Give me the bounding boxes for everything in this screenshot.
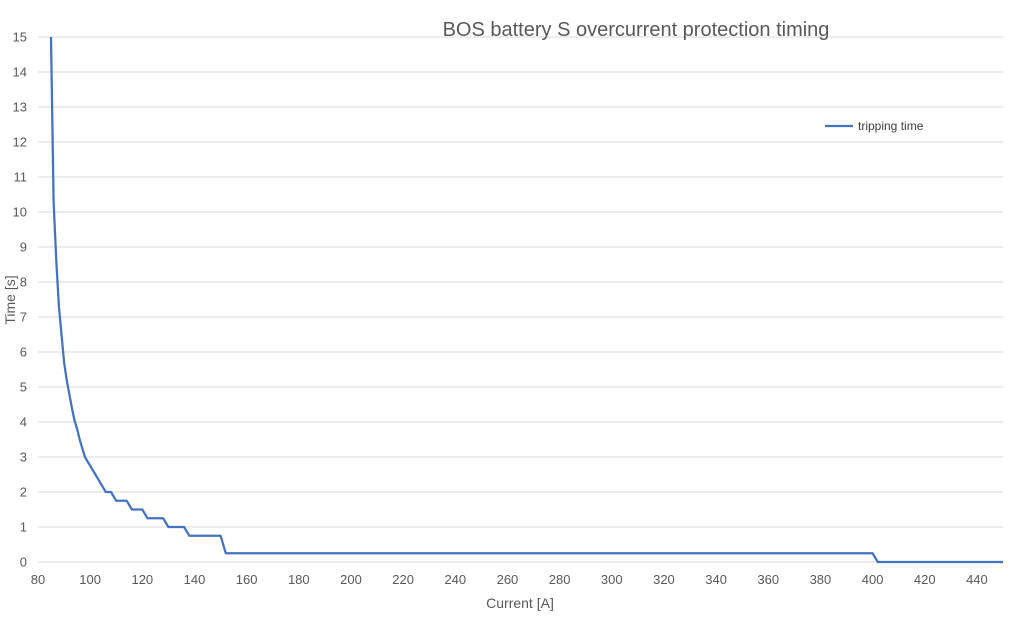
x-tick-label: 420	[914, 572, 936, 587]
x-tick-label: 240	[444, 572, 466, 587]
x-tick-label: 220	[392, 572, 414, 587]
y-axis-title: Time [s]	[2, 275, 18, 324]
y-tick-label: 7	[20, 310, 27, 325]
x-tick-label: 380	[810, 572, 832, 587]
y-tick-label: 5	[20, 380, 27, 395]
x-tick-label: 340	[705, 572, 727, 587]
legend-label: tripping time	[858, 119, 924, 133]
y-tick-label: 9	[20, 240, 27, 255]
y-tick-label: 1	[20, 520, 27, 535]
x-axis-title: Current [A]	[486, 595, 554, 611]
x-tick-label: 80	[31, 572, 45, 587]
x-tick-label: 300	[601, 572, 623, 587]
gridlines	[38, 36, 1003, 563]
y-tick-label: 2	[20, 485, 27, 500]
y-tick-label: 8	[20, 275, 27, 290]
y-tick-label: 13	[13, 100, 27, 115]
y-tick-label: 3	[20, 450, 27, 465]
x-tick-label: 100	[79, 572, 101, 587]
x-tick-label: 440	[966, 572, 988, 587]
x-tick-label: 400	[862, 572, 884, 587]
x-tick-label: 120	[131, 572, 153, 587]
y-tick-label: 0	[20, 555, 27, 570]
legend: tripping time	[825, 119, 924, 133]
x-tick-label: 140	[184, 572, 206, 587]
y-tick-label: 10	[13, 205, 27, 220]
x-tick-label: 160	[236, 572, 258, 587]
y-tick-label: 6	[20, 345, 27, 360]
y-tick-label: 12	[13, 135, 27, 150]
y-tick-label: 4	[20, 415, 27, 430]
series-layer	[49, 36, 1003, 564]
x-tick-label: 320	[653, 572, 675, 587]
x-tick-label: 200	[340, 572, 362, 587]
y-tick-label: 15	[13, 30, 27, 45]
x-tick-label: 180	[288, 572, 310, 587]
x-tick-label: 260	[497, 572, 519, 587]
y-tick-label: 11	[14, 170, 28, 185]
x-tick-label: 360	[757, 572, 779, 587]
series-line-tripping-time	[49, 36, 1003, 564]
x-tick-label: 280	[549, 572, 571, 587]
y-tick-label: 14	[13, 65, 27, 80]
chart-title: BOS battery S overcurrent protection tim…	[443, 19, 830, 41]
